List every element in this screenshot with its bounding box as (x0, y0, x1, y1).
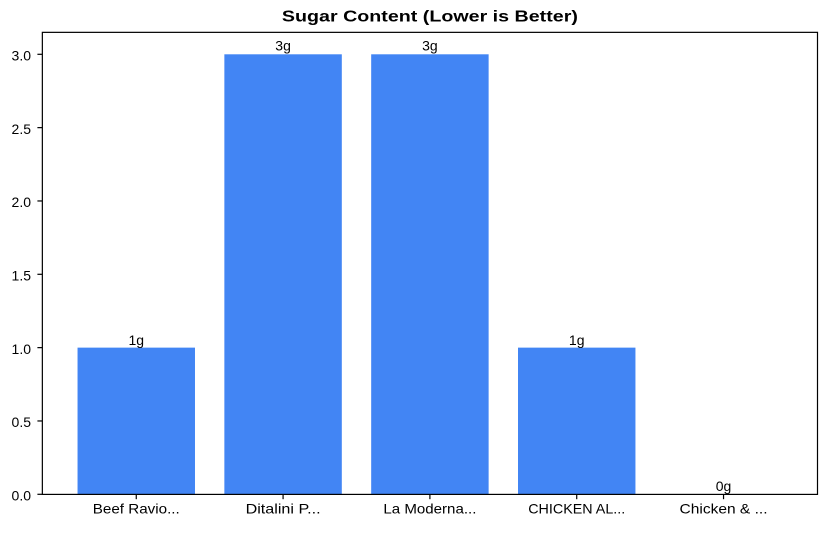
svg-text:3.0: 3.0 (12, 48, 32, 64)
svg-text:CHICKEN AL...: CHICKEN AL... (528, 501, 625, 517)
svg-text:1.0: 1.0 (12, 341, 32, 357)
svg-text:Ditalini P...: Ditalini P... (246, 501, 321, 517)
svg-text:La Moderna...: La Moderna... (383, 501, 476, 517)
svg-text:0g: 0g (716, 478, 732, 494)
svg-text:1g: 1g (569, 332, 585, 348)
svg-text:2.0: 2.0 (12, 194, 32, 210)
svg-text:Beef Ravio...: Beef Ravio... (93, 501, 180, 517)
svg-text:0.0: 0.0 (12, 488, 32, 504)
svg-text:2.5: 2.5 (12, 121, 32, 137)
svg-text:Chicken & ...: Chicken & ... (680, 501, 768, 517)
svg-text:1g: 1g (128, 332, 144, 348)
svg-text:0.5: 0.5 (12, 414, 32, 430)
svg-text:3g: 3g (275, 38, 291, 54)
svg-text:3g: 3g (422, 38, 438, 54)
svg-text:Sugar Content (Lower is Better: Sugar Content (Lower is Better) (282, 9, 578, 26)
svg-text:1.5: 1.5 (12, 268, 32, 284)
